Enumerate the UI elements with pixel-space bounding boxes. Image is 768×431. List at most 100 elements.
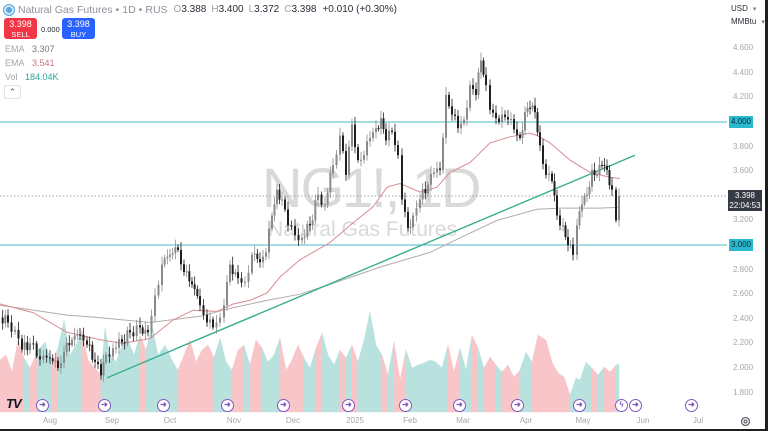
collapse-legend-button[interactable]: ⌃ bbox=[4, 85, 21, 99]
candle-body bbox=[29, 343, 31, 351]
candle-body bbox=[247, 272, 250, 282]
currency-selector[interactable]: USD ▾ bbox=[731, 4, 756, 13]
candle-body bbox=[188, 271, 191, 282]
volume-segment bbox=[151, 324, 159, 413]
candle-body bbox=[578, 211, 581, 226]
price-tick-label: 4.400 bbox=[733, 67, 754, 77]
candle-body bbox=[480, 60, 482, 73]
candle-body bbox=[287, 209, 289, 226]
indicator-label: EMA bbox=[5, 44, 25, 54]
rollover-event-icon[interactable]: ➜ bbox=[685, 399, 698, 412]
indicator-ema-fast[interactable]: EMA 3.541 bbox=[5, 58, 55, 68]
candle-body bbox=[45, 355, 48, 358]
rollover-event-icon[interactable]: ➜ bbox=[453, 399, 466, 412]
candle-body bbox=[253, 253, 256, 255]
volume-segment bbox=[63, 319, 71, 413]
candle-body bbox=[564, 225, 567, 237]
candle-body bbox=[177, 247, 179, 250]
candle-body bbox=[240, 278, 243, 283]
gear-icon[interactable] bbox=[740, 416, 751, 427]
rollover-event-icon[interactable]: ➜ bbox=[342, 399, 355, 412]
candle-body bbox=[73, 335, 76, 340]
candle-body bbox=[206, 314, 208, 323]
rollover-event-icon[interactable]: ➜ bbox=[98, 399, 111, 412]
candle-body bbox=[163, 258, 166, 265]
unit-selector[interactable]: MMBtu ▾ bbox=[731, 17, 765, 26]
indicator-volume[interactable]: Vol 184.04K bbox=[5, 72, 59, 82]
rollover-event-icon[interactable]: ➜ bbox=[277, 399, 290, 412]
candle-body bbox=[335, 154, 338, 166]
indicator-value: 3.541 bbox=[32, 58, 55, 68]
volume-segment bbox=[237, 344, 245, 413]
volume-segment bbox=[87, 359, 96, 413]
candle-body bbox=[51, 358, 54, 362]
candle-body bbox=[86, 340, 88, 345]
volume-segment bbox=[483, 356, 491, 413]
tradingview-logo[interactable]: TV bbox=[6, 396, 22, 411]
candle-body bbox=[510, 118, 512, 120]
candle-body bbox=[219, 317, 221, 323]
candle-body bbox=[504, 114, 506, 118]
candle-body bbox=[534, 105, 536, 113]
candle-body bbox=[445, 94, 447, 138]
price-tick-label: 3.800 bbox=[733, 141, 754, 151]
candle-body bbox=[562, 225, 564, 227]
candle-body bbox=[401, 155, 403, 200]
ohlc-values: O3.388 H3.400 L3.372 C3.398 +0.010 (+0.3… bbox=[174, 4, 397, 15]
buy-button[interactable]: 3.398 BUY bbox=[62, 18, 95, 39]
candle-body bbox=[268, 228, 270, 253]
candle-body bbox=[608, 169, 611, 186]
sell-button[interactable]: 3.398 SELL bbox=[4, 18, 37, 39]
symbol-name[interactable]: Natural Gas Futures bbox=[18, 3, 113, 16]
rollover-event-icon[interactable]: ➜ bbox=[573, 399, 586, 412]
volume-segment bbox=[423, 359, 431, 413]
interval-label[interactable]: 1D bbox=[122, 3, 136, 16]
volume-segment bbox=[357, 339, 365, 413]
candle-body bbox=[265, 252, 267, 257]
indicator-ema-slow[interactable]: EMA 3.307 bbox=[5, 44, 55, 54]
candle-body bbox=[581, 204, 583, 212]
lightning-event-icon[interactable]: ϟ bbox=[615, 399, 628, 412]
rollover-event-icon[interactable]: ➜ bbox=[399, 399, 412, 412]
candle-body bbox=[161, 264, 163, 285]
volume-segment bbox=[321, 332, 329, 413]
rollover-event-icon[interactable]: ➜ bbox=[221, 399, 234, 412]
rollover-event-icon[interactable]: ➜ bbox=[36, 399, 49, 412]
candle-body bbox=[463, 119, 465, 124]
candle-body bbox=[430, 174, 432, 185]
high-number: 3.400 bbox=[218, 4, 244, 15]
volume-segment bbox=[545, 339, 553, 413]
volume-segment bbox=[139, 334, 147, 413]
price-tick-label: 2.200 bbox=[733, 338, 754, 348]
candle-body bbox=[185, 271, 188, 273]
candle-body bbox=[324, 204, 326, 206]
candle-body bbox=[169, 254, 171, 257]
volume-segment bbox=[255, 339, 263, 413]
ema-fast-line[interactable] bbox=[0, 132, 621, 344]
candle-body bbox=[593, 169, 596, 176]
symbol-legend[interactable]: Natural Gas Futures • 1D • RUS O3.388 H3… bbox=[4, 3, 397, 16]
rollover-event-icon[interactable]: ➜ bbox=[157, 399, 170, 412]
volume-segment bbox=[261, 347, 269, 413]
candle-body bbox=[97, 361, 99, 365]
trendline[interactable] bbox=[106, 154, 636, 379]
candle-body bbox=[542, 145, 544, 165]
candle-body bbox=[615, 189, 617, 221]
candle-body bbox=[23, 342, 26, 350]
candle-body bbox=[539, 132, 541, 146]
volume-segment bbox=[489, 356, 497, 413]
rollover-event-icon[interactable]: ➜ bbox=[629, 399, 642, 412]
candle-body bbox=[498, 118, 500, 122]
rollover-event-icon[interactable]: ➜ bbox=[511, 399, 524, 412]
price-tick-label: 3.200 bbox=[733, 215, 754, 225]
candle-body bbox=[415, 208, 418, 216]
low-value: L3.372 bbox=[249, 4, 280, 15]
last-price-label: 3.398 22:04:53 bbox=[728, 190, 762, 211]
candle-body bbox=[303, 237, 306, 239]
candle-body bbox=[174, 247, 177, 254]
candle-body bbox=[88, 344, 91, 346]
candle-body bbox=[259, 258, 261, 263]
candle-body bbox=[421, 189, 424, 200]
high-label: H bbox=[211, 4, 219, 15]
